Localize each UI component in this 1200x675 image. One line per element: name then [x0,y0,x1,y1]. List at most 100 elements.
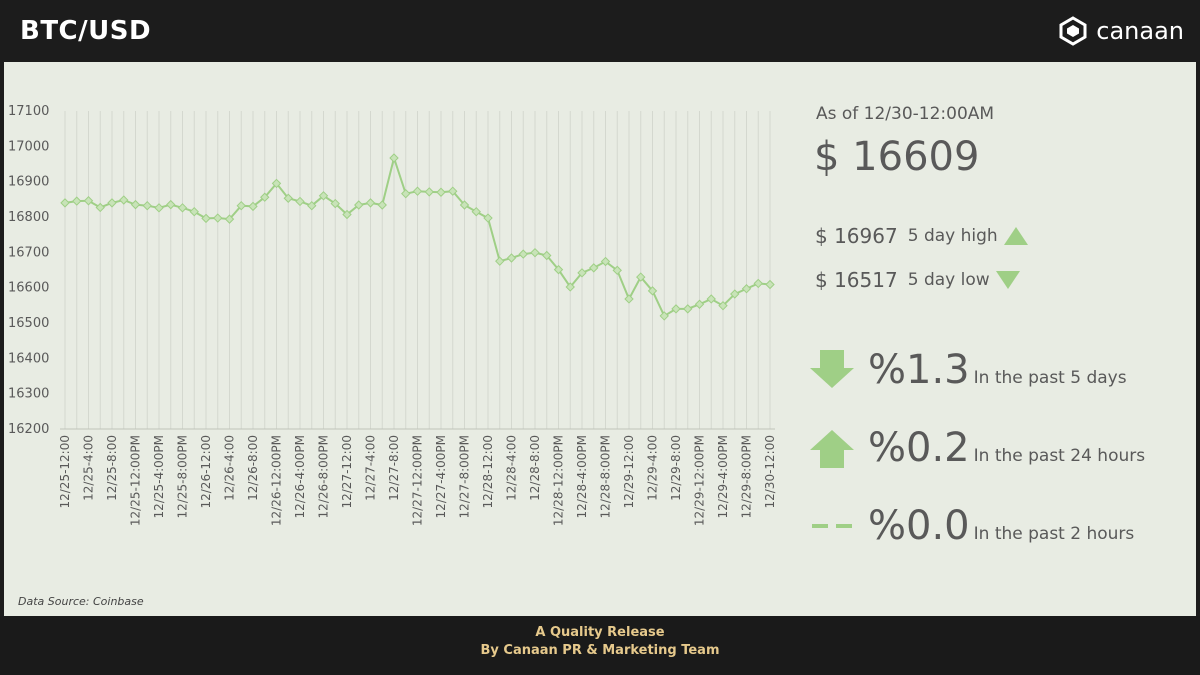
y-tick-label: 17100 [8,104,49,119]
data-point-marker [741,284,752,294]
change-row-24-hours: %0.2 In the past 24 hours [808,428,1145,468]
high-value: $ 16967 [815,224,898,248]
data-source-note: Data Source: Coinbase [18,595,144,608]
data-point-marker [248,201,258,212]
main-panel [4,62,1196,616]
footer-line-1: A Quality Release [535,625,665,640]
data-point-marker [542,250,552,261]
high-label: 5 day high [907,226,998,246]
change-label-2-hours: In the past 2 hours [973,524,1135,544]
x-tick-label: 12/29-8:00 [669,435,683,501]
data-point-marker [765,279,775,290]
data-point-marker [166,199,176,210]
data-point-marker [495,256,505,266]
data-point-marker [154,203,164,213]
x-tick-label: 12/27-12:00PM [411,435,425,526]
canaan-logo: canaan [1058,14,1184,48]
change-label-24-hours: In the past 24 hours [973,446,1146,466]
data-point-marker [553,264,564,275]
x-tick-label: 12/28-8:00PM [599,435,613,518]
five-day-high-row: $ 16967 5 day high [815,224,1028,248]
x-tick-label: 12/26-4:00PM [293,435,307,518]
x-tick-label: 12/25-12:00 [58,435,72,509]
data-point-marker [659,311,669,321]
data-point-marker [589,263,599,273]
data-point-marker [753,278,763,289]
triangle-up-icon [1003,227,1028,245]
data-point-marker [213,213,223,223]
x-tick-label: 12/27-12:00 [340,435,354,509]
data-point-marker [342,209,352,220]
y-tick-label: 16200 [8,422,49,437]
data-point-marker [119,195,129,205]
x-tick-label: 12/29-8:00PM [740,435,754,518]
x-tick-label: 12/30-12:00 [763,435,777,509]
data-point-marker [506,253,517,263]
y-tick-label: 16900 [8,175,49,190]
y-tick-label: 16300 [8,387,49,402]
change-row-2-hours: %0.0 In the past 2 hours [808,506,1134,546]
data-point-marker [683,304,693,314]
x-tick-label: 12/27-8:00PM [458,435,472,518]
data-point-marker [401,188,411,199]
data-point-marker [647,286,658,296]
triangle-down-icon [995,271,1020,289]
x-tick-label: 12/26-8:00PM [317,435,331,518]
data-point-marker [565,282,575,292]
data-point-marker [189,206,199,217]
x-tick-label: 12/27-4:00PM [434,435,448,518]
data-point-marker [83,196,94,206]
data-point-marker [365,198,376,208]
data-point-marker [600,256,611,267]
data-point-marker [483,213,493,223]
data-point-marker [612,265,622,276]
y-tick-label: 16500 [8,316,49,331]
x-tick-label: 12/28-4:00 [505,435,519,501]
change-label-5-days: In the past 5 days [973,368,1127,388]
data-point-marker [706,294,716,304]
x-tick-label: 12/26-12:00 [199,435,213,509]
data-point-marker [730,289,740,299]
page-title: BTC/USD [20,16,152,46]
x-tick-label: 12/29-12:00 [622,435,636,509]
data-point-marker [271,178,282,189]
data-point-marker [377,200,387,210]
x-tick-label: 12/26-8:00 [246,435,260,501]
change-row-5-days: %1.3 In the past 5 days [808,350,1127,390]
five-day-low-row: $ 16517 5 day low [815,268,1020,292]
y-tick-label: 16600 [8,281,49,296]
data-point-marker [60,198,70,208]
change-pct-2-hours: %0.0 [868,503,970,549]
x-tick-label: 12/26-4:00 [223,435,237,501]
x-tick-label: 12/28-4:00PM [575,435,589,518]
arrow-up-icon [810,430,854,468]
x-tick-label: 12/26-12:00PM [270,435,284,526]
x-tick-label: 12/28-12:00PM [552,435,566,526]
data-point-marker [260,192,270,202]
data-point-marker [295,196,305,207]
x-tick-label: 12/25-12:00PM [129,435,143,526]
x-tick-label: 12/27-4:00 [364,435,378,501]
flat-dash-icon [812,524,852,528]
data-point-marker [624,294,634,304]
x-tick-label: 12/27-8:00 [387,435,401,501]
data-point-marker [130,199,141,210]
footer-bar: A Quality Release By Canaan PR & Marketi… [0,616,1200,675]
data-point-marker [436,187,446,197]
data-point-marker [459,200,470,210]
data-point-marker [518,249,528,259]
x-tick-label: 12/29-4:00 [646,435,660,501]
y-tick-label: 16400 [8,351,49,366]
data-point-marker [107,198,117,208]
data-point-marker [318,191,329,201]
x-tick-label: 12/25-8:00 [105,435,119,501]
data-point-marker [636,272,646,282]
data-point-marker [72,196,82,206]
data-point-marker [177,203,188,213]
data-point-marker [718,300,728,311]
data-point-marker [307,200,317,211]
data-point-marker [577,268,587,278]
change-pct-5-days: %1.3 [868,347,970,393]
data-point-marker [283,193,293,203]
low-label: 5 day low [907,270,990,290]
